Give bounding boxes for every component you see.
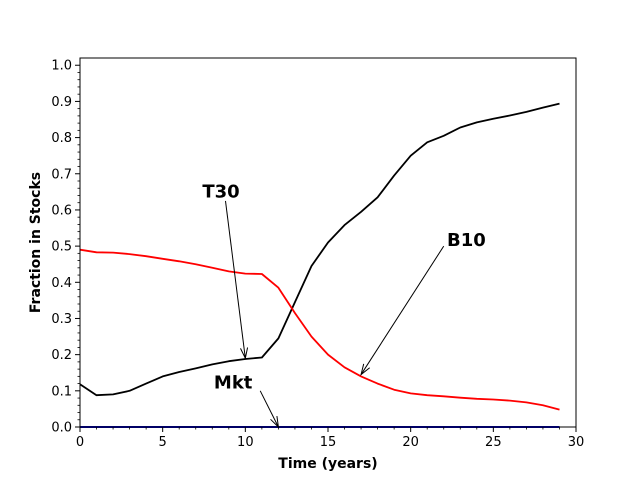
- annotation-arrow-t30: [224, 200, 246, 359]
- y-tick-label: 0.7: [51, 167, 72, 182]
- y-tick-label: 0.6: [51, 203, 72, 218]
- x-axis-label: Time (years): [278, 456, 377, 472]
- x-axis: 0 5 10 15 20 25 30: [76, 427, 584, 450]
- annotation-arrow-mkt: [259, 390, 279, 428]
- annotations-layer: T30 B10 Mkt: [202, 181, 486, 429]
- y-tick-label: 0.0: [51, 421, 72, 436]
- annotation-arrowhead-b10: [360, 363, 371, 376]
- x-tick-label: 5: [159, 435, 167, 450]
- y-axis: 0.0 0.1 0.2 0.3 0.4 0.5 0.6 0.7 0.8 0.9 1.0: [51, 59, 80, 436]
- x-tick-label: 30: [568, 435, 585, 450]
- series-line-t30: [79, 102, 560, 397]
- annotation-label-mkt: Mkt: [214, 372, 253, 393]
- annotation-label-b10: B10: [447, 230, 486, 251]
- x-tick-label: 15: [320, 435, 337, 450]
- annotation-arrowhead-mkt: [270, 416, 280, 429]
- x-tick-label: 10: [237, 435, 254, 450]
- y-axis-label: Fraction in Stocks: [28, 172, 44, 313]
- y-tick-label: 0.3: [51, 312, 72, 327]
- x-tick-label: 20: [402, 435, 419, 450]
- y-tick-label: 0.4: [51, 276, 72, 291]
- annotation-arrowhead-t30: [240, 347, 249, 360]
- y-tick-label: 0.2: [51, 348, 72, 363]
- y-tick-label: 1.0: [51, 59, 72, 74]
- y-tick-label: 0.5: [51, 240, 72, 255]
- annotation-label-t30: T30: [202, 181, 239, 202]
- annotation-arrow-b10: [360, 245, 445, 375]
- x-tick-label: 25: [485, 435, 502, 450]
- y-tick-label: 0.1: [51, 384, 72, 399]
- series-line-b10: [79, 248, 560, 411]
- y-tick-label: 0.9: [51, 95, 72, 110]
- x-tick-label: 0: [76, 435, 84, 450]
- y-tick-label: 0.8: [51, 131, 72, 146]
